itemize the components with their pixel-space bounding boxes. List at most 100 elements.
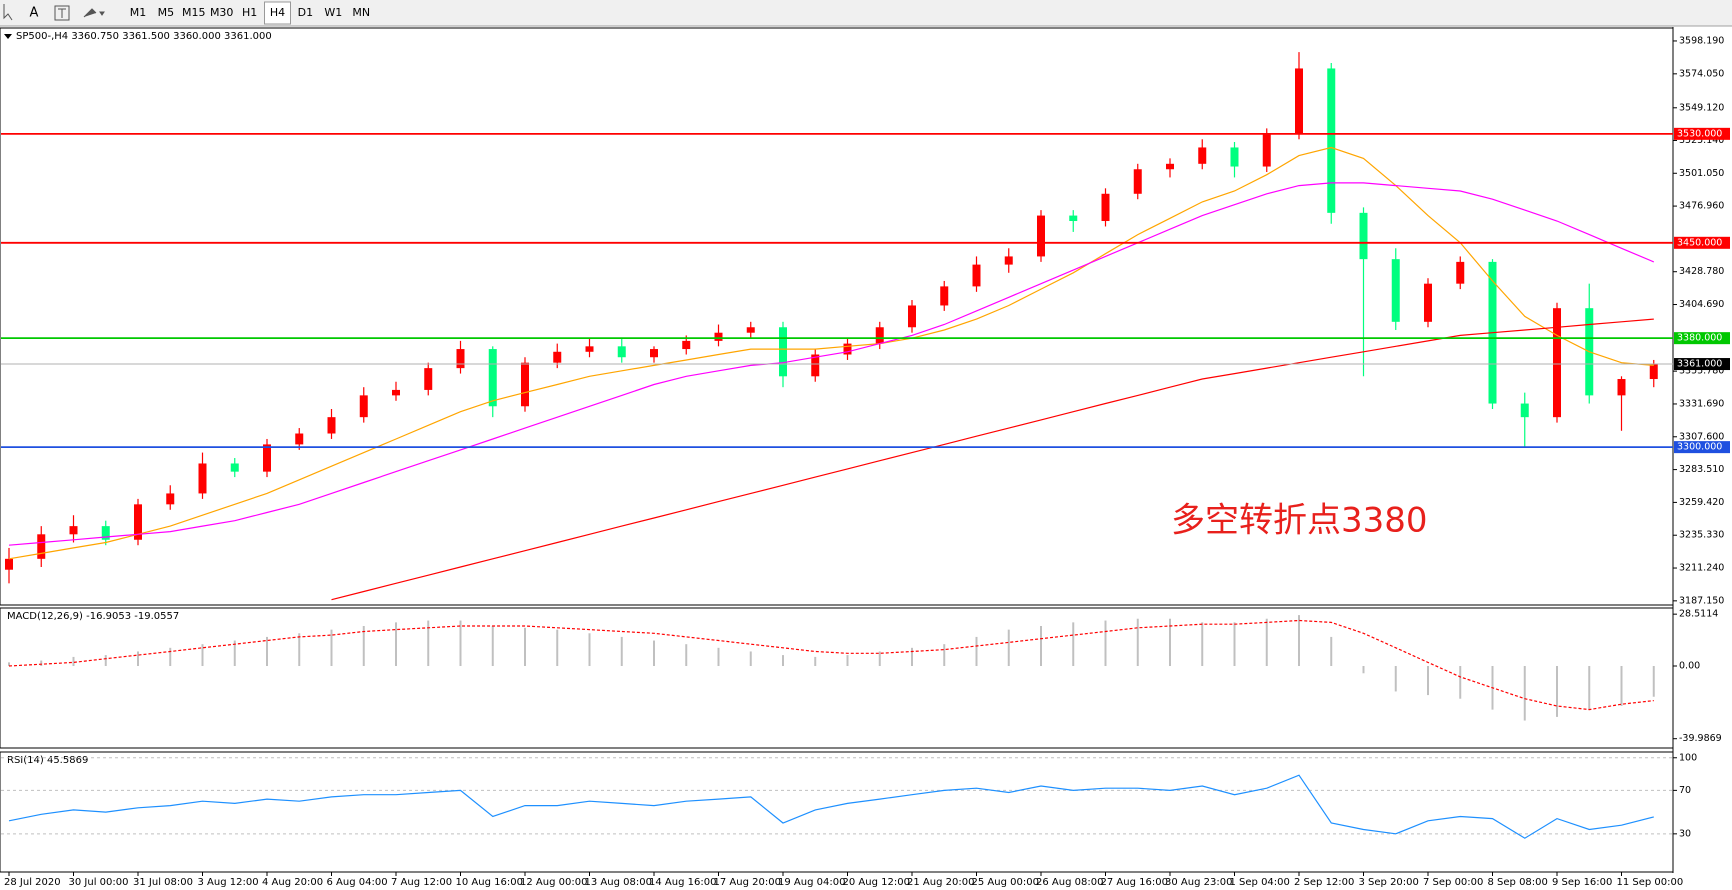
moving-average — [8, 182, 1655, 546]
candle-body — [1456, 261, 1465, 284]
x-tick-label: 26 Aug 08:00 — [1036, 877, 1103, 888]
x-tick-label: 30 Aug 23:00 — [1165, 877, 1232, 888]
y-tick-label: 3211.240 — [1679, 563, 1724, 574]
x-tick-label: 1 Sep 04:00 — [1230, 877, 1290, 888]
level-label-box — [1674, 358, 1730, 371]
rsi-line — [8, 774, 1654, 839]
y-tick-label: 3501.050 — [1679, 168, 1724, 179]
candle-body — [1327, 68, 1336, 213]
candle-body — [230, 463, 239, 472]
x-tick-label: 13 Aug 08:00 — [585, 877, 652, 888]
candle-body — [1004, 256, 1013, 265]
candle-body — [650, 349, 658, 358]
y-tick-label: 3525.140 — [1679, 135, 1724, 146]
x-tick-label: 28 Jul 2020 — [4, 877, 61, 888]
candle-body — [1262, 133, 1271, 167]
candle-body — [553, 351, 562, 363]
y-tick-label: 3355.780 — [1679, 366, 1724, 377]
y-tick-label: 3549.120 — [1679, 102, 1724, 113]
y-tick-label: 3476.960 — [1679, 201, 1724, 212]
timeframe-button[interactable]: M5 — [158, 6, 175, 19]
rsi-panel — [0, 751, 1674, 873]
annotation: 多空转折点3380 — [1171, 501, 1428, 541]
x-tick-label: 10 Aug 16:00 — [456, 877, 523, 888]
timeframe-button[interactable]: D1 — [298, 6, 313, 19]
candle-body — [1037, 215, 1045, 257]
x-tick-label: 27 Aug 16:00 — [1101, 877, 1168, 888]
candle-body — [714, 332, 723, 341]
candle-body — [1133, 169, 1142, 194]
candle-body — [1101, 193, 1110, 222]
level-label: 3450.000 — [1677, 237, 1722, 248]
level-label: 3380.000 — [1677, 333, 1722, 344]
timeframe-button[interactable]: M1 — [130, 6, 147, 19]
rsi-title: RSI(14) 45.5869 — [7, 755, 88, 766]
y-tick-label: 3574.050 — [1679, 68, 1724, 79]
candle-body — [617, 346, 626, 358]
candle-body — [1166, 163, 1174, 170]
symbol-marker — [4, 34, 12, 39]
candle-body — [5, 558, 13, 570]
y-tick-label: 3428.780 — [1679, 266, 1724, 277]
candle-body — [585, 346, 594, 352]
candle-body — [134, 504, 142, 540]
y-tick-label: 3598.190 — [1679, 35, 1724, 46]
level-label-box — [1674, 127, 1730, 140]
x-tick-label: 8 Sep 08:00 — [1488, 877, 1548, 888]
y-tick-label: 3259.420 — [1679, 497, 1724, 508]
draw-icon[interactable] — [83, 8, 105, 18]
timeframe-button[interactable]: H1 — [242, 6, 257, 19]
timeframe-button[interactable]: M30 — [210, 6, 234, 19]
candle-body — [1295, 68, 1303, 134]
y-tick-label: 3235.330 — [1679, 530, 1724, 541]
candle-body — [488, 349, 497, 407]
timeframe-button[interactable]: MN — [352, 6, 370, 19]
text-icon[interactable] — [54, 5, 70, 21]
candle-body — [811, 354, 820, 377]
candle-body — [456, 349, 465, 369]
candle-body — [1553, 308, 1561, 418]
moving-average — [331, 318, 1654, 601]
x-tick-label: 7 Sep 00:00 — [1423, 877, 1483, 888]
tool-button[interactable]: A — [30, 6, 39, 21]
level-label-box — [1674, 441, 1730, 454]
x-tick-label: 25 Aug 00:00 — [972, 877, 1039, 888]
x-tick-label: 6 Aug 04:00 — [327, 877, 388, 888]
x-tick-label: 3 Aug 12:00 — [198, 877, 259, 888]
cursor-icon[interactable] — [3, 4, 13, 21]
candle-body — [746, 327, 755, 333]
y-tick-label: 3404.690 — [1679, 299, 1724, 310]
candle-body — [1391, 259, 1400, 322]
y-tick-label: 3307.600 — [1679, 431, 1724, 442]
timeframe-button[interactable]: M15 — [182, 6, 206, 19]
candle-body — [682, 340, 691, 350]
candle-body — [69, 526, 78, 535]
timeframe-button[interactable]: W1 — [324, 6, 342, 19]
timeframe-button[interactable]: H4 — [270, 6, 285, 19]
y-tick-label: 70 — [1679, 785, 1691, 796]
candle-body — [908, 305, 916, 328]
x-tick-label: 9 Sep 16:00 — [1552, 877, 1612, 888]
candle-body — [1198, 147, 1207, 164]
level-label-box — [1674, 332, 1730, 345]
macd-panel — [0, 607, 1674, 749]
candle-body — [1359, 212, 1368, 260]
x-tick-label: 17 Aug 20:00 — [714, 877, 781, 888]
candle-body — [972, 264, 981, 287]
x-tick-label: 19 Aug 04:00 — [778, 877, 845, 888]
y-tick-label: 28.5114 — [1679, 609, 1718, 620]
toolbar — [0, 0, 1732, 26]
y-tick-label: 0.00 — [1679, 661, 1700, 672]
active-timeframe — [264, 1, 291, 25]
y-tick-label: 30 — [1679, 828, 1691, 839]
level-label: 3361.000 — [1677, 359, 1722, 370]
level-label: 3300.000 — [1677, 442, 1722, 453]
candle-body — [198, 463, 207, 494]
candle-body — [940, 286, 949, 306]
candle-body — [327, 417, 336, 434]
x-tick-label: 12 Aug 00:00 — [520, 877, 587, 888]
y-tick-label: -39.9869 — [1679, 733, 1722, 744]
candle-body — [101, 526, 110, 540]
